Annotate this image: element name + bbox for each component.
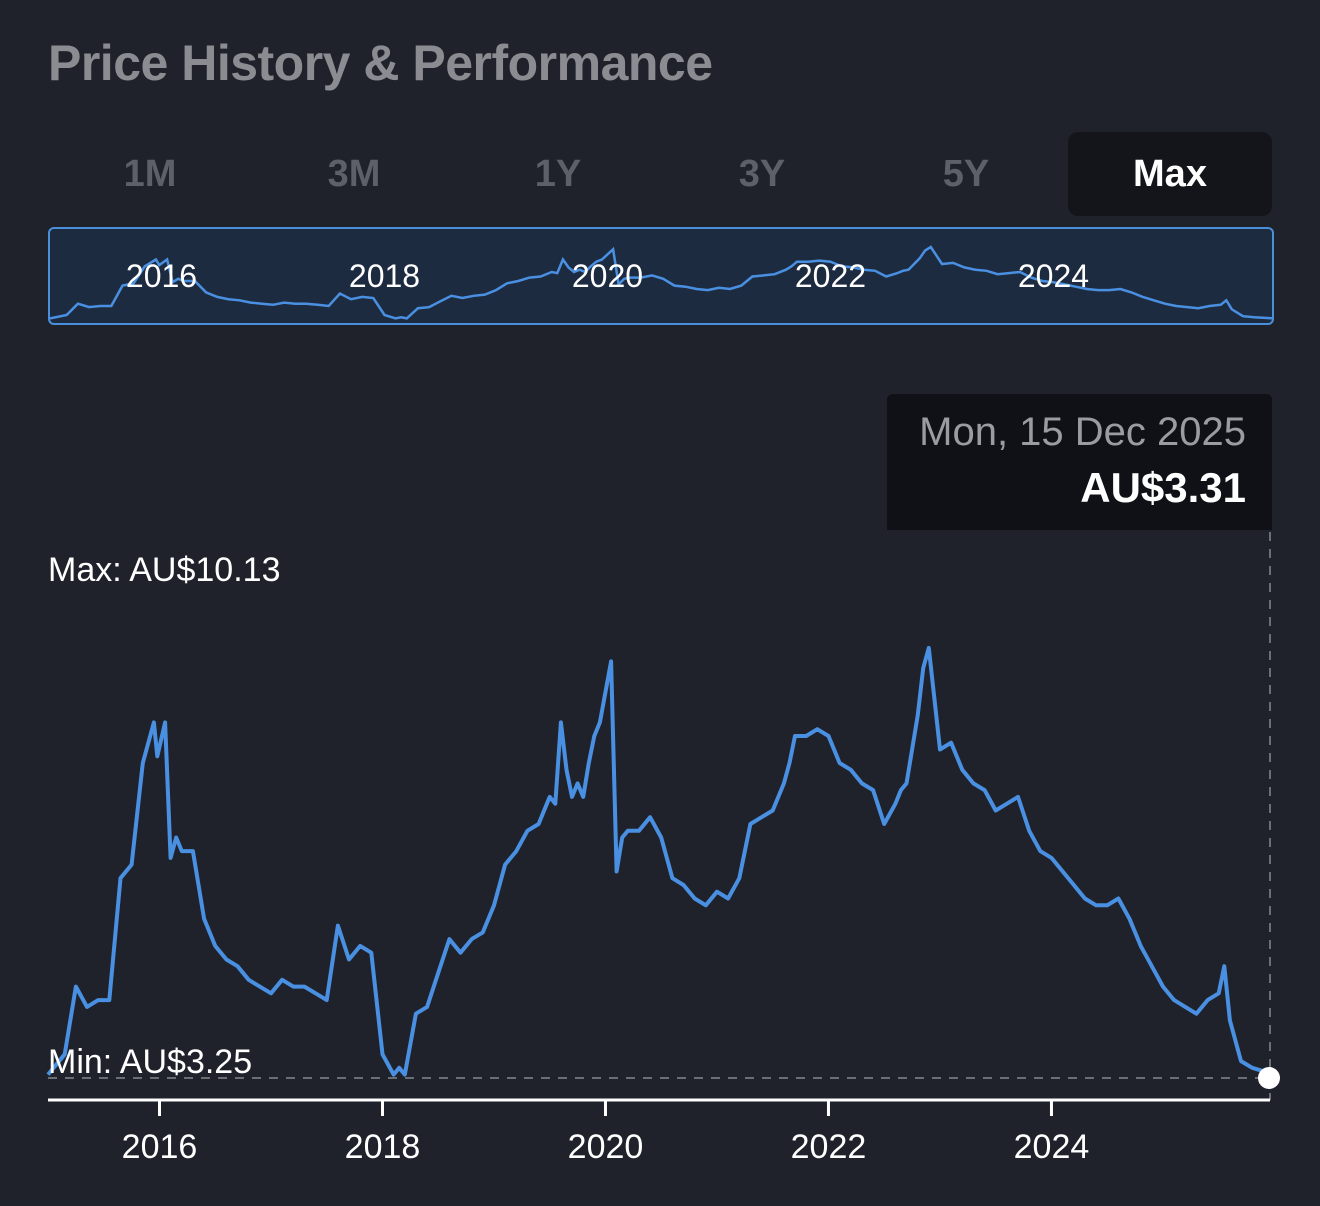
- x-tick-label: 2024: [1014, 1128, 1090, 1166]
- x-tick-label: 2018: [345, 1128, 421, 1166]
- max-price-label: Max: AU$10.13: [48, 551, 281, 589]
- tab-1m[interactable]: 1M: [123, 152, 177, 195]
- range-overview-navigator[interactable]: 2016 2018 2020 2022 2024: [48, 227, 1274, 325]
- tab-5y[interactable]: 5Y: [942, 152, 990, 195]
- x-tick-label: 2016: [122, 1128, 198, 1166]
- range-tabs: 1M 3M 1Y 3Y 5Y Max: [48, 132, 1272, 216]
- overview-tick-label: 2020: [572, 258, 643, 294]
- overview-tick-label: 2016: [126, 258, 197, 294]
- overview-tick-label: 2024: [1018, 258, 1089, 294]
- current-point-marker: [1258, 1067, 1280, 1089]
- overview-tick-label: 2018: [349, 258, 420, 294]
- tab-max[interactable]: Max: [1068, 132, 1272, 216]
- tooltip-price: AU$3.31: [1080, 464, 1246, 511]
- overview-tick-label: 2022: [795, 258, 866, 294]
- min-price-label: Min: AU$3.25: [48, 1043, 253, 1081]
- x-tick-label: 2022: [791, 1128, 867, 1166]
- page-title: Price History & Performance: [48, 35, 713, 91]
- price-tooltip: Mon, 15 Dec 2025 AU$3.31: [887, 394, 1272, 530]
- price-series-line: [46, 645, 1271, 1077]
- overview-series-line: [50, 245, 1272, 320]
- tab-3y[interactable]: 3Y: [738, 152, 786, 195]
- overview-chart: 2016 2018 2020 2022 2024: [50, 245, 1272, 320]
- tooltip-date: Mon, 15 Dec 2025: [919, 410, 1246, 454]
- x-tick-label: 2020: [568, 1128, 644, 1166]
- tab-1y[interactable]: 1Y: [534, 152, 582, 195]
- tab-3m[interactable]: 3M: [327, 152, 381, 195]
